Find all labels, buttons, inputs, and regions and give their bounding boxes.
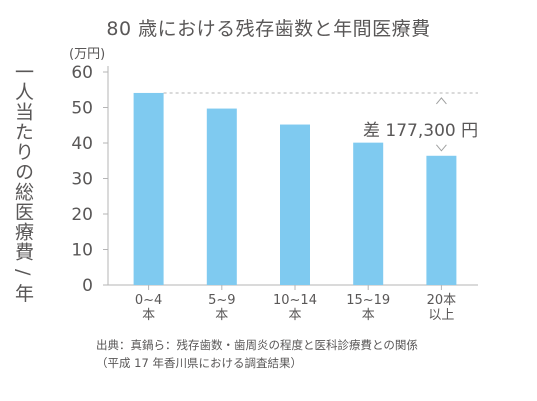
bar: [133, 92, 164, 285]
chart-title: 80 歳における残存歯数と年間医療費: [106, 18, 431, 40]
x-tick-label: 本: [142, 308, 155, 323]
y-tick-label: 20: [71, 205, 93, 225]
bar: [353, 142, 384, 285]
x-tick-label: 本: [362, 308, 375, 323]
y-tick-label: 30: [71, 170, 93, 190]
x-tick-label: 15~19: [346, 293, 390, 308]
x-tick-label: 5~9: [208, 293, 235, 308]
x-tick-label: 本: [215, 308, 228, 323]
bar: [280, 124, 310, 285]
y-axis-unit: (万円): [69, 47, 106, 62]
y-tick-label: 10: [71, 241, 93, 261]
difference-annotation: 差 177,300 円: [363, 121, 479, 141]
chevron-down-icon: [436, 144, 447, 152]
y-tick-label: 60: [71, 63, 93, 83]
x-tick-label: 20本: [427, 293, 457, 308]
chevron-up-icon: [436, 97, 447, 105]
x-tick-label: 0~4: [135, 293, 162, 308]
x-tick-label: 10~14: [273, 293, 317, 308]
y-tick-label: 40: [71, 134, 93, 154]
y-axis-label: 一人当たりの総医療費 / 年: [12, 62, 34, 304]
y-tick-label: 50: [71, 99, 93, 119]
source-note: 出典：真鍋ら：残存歯数・歯周炎の程度と医科診療費との関係 （平成 17 年香川県…: [96, 336, 418, 372]
bar: [206, 108, 237, 285]
bar: [426, 155, 457, 285]
source-line-1: 出典：真鍋ら：残存歯数・歯周炎の程度と医科診療費との関係: [96, 338, 418, 352]
x-tick-label: 以上: [428, 308, 454, 323]
source-line-2: （平成 17 年香川県における調査結果）: [96, 356, 302, 370]
x-tick-label: 本: [288, 308, 301, 323]
y-tick-label: 0: [82, 276, 93, 296]
